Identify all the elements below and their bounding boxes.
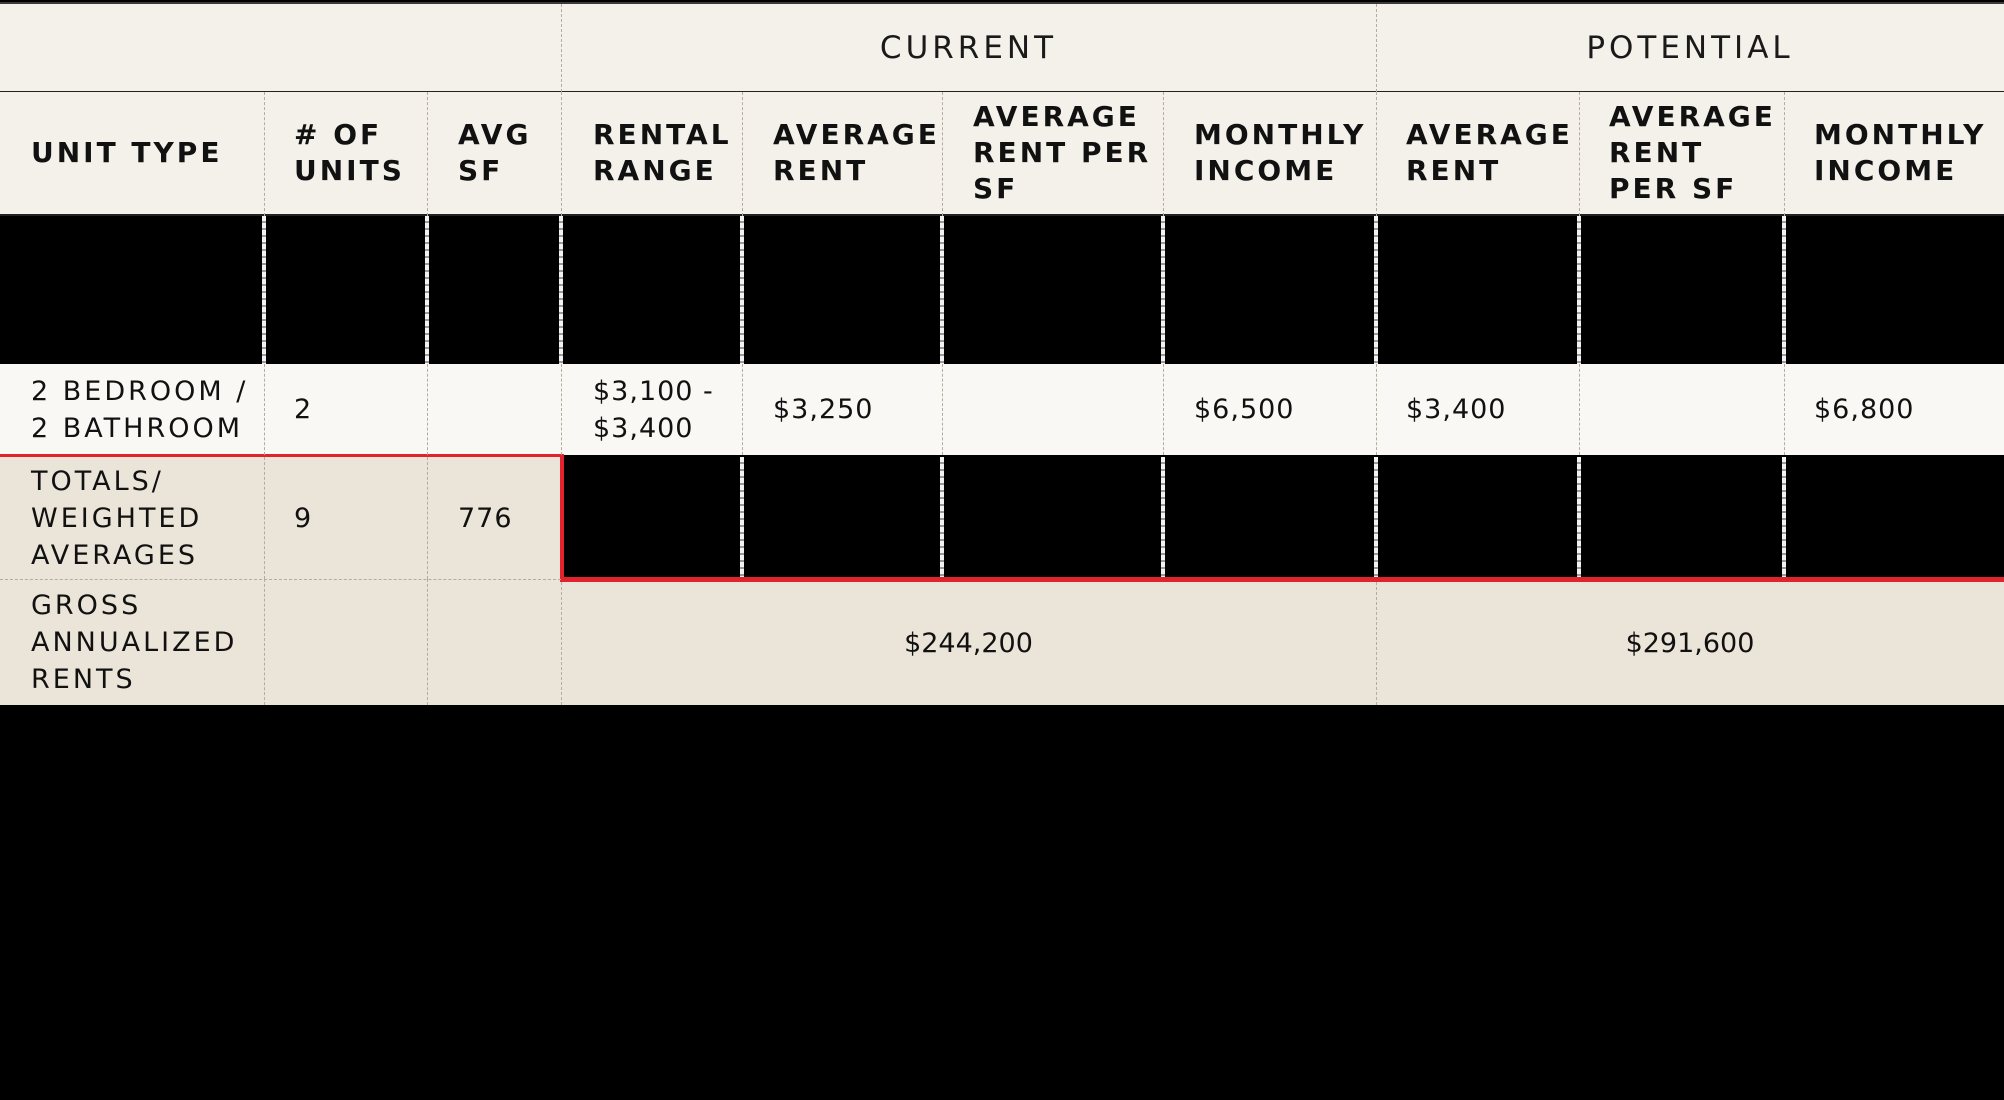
totals-row bbox=[0, 455, 561, 579]
header-potential-average-rent: AVERAGE RENT bbox=[1406, 118, 1573, 187]
header-unit-type: UNIT TYPE bbox=[31, 136, 223, 169]
column-divider bbox=[1577, 216, 1581, 364]
column-divider bbox=[1782, 457, 1786, 577]
column-divider bbox=[1784, 92, 1785, 216]
column-divider bbox=[742, 92, 743, 216]
row-rental-range: $3,100 - $3,400 bbox=[593, 375, 714, 444]
current-group-label: CURRENT bbox=[879, 29, 1058, 66]
header-potential-monthly-income: MONTHLY INCOME bbox=[1814, 118, 1987, 187]
column-divider bbox=[1784, 364, 1785, 455]
gross-annualized-row bbox=[0, 579, 2004, 705]
gross-current-value: $244,200 bbox=[904, 628, 1033, 659]
column-divider bbox=[561, 92, 562, 216]
table-top-rule bbox=[0, 2, 2004, 4]
column-divider bbox=[940, 457, 944, 577]
totals-label: TOTALS/ WEIGHTED AVERAGES bbox=[31, 465, 203, 571]
column-divider bbox=[427, 92, 428, 216]
column-divider bbox=[1579, 92, 1580, 216]
column-divider bbox=[559, 216, 563, 364]
header-num-units: # OF UNITS bbox=[294, 118, 405, 187]
column-divider bbox=[427, 579, 428, 705]
column-divider bbox=[740, 216, 744, 364]
column-divider bbox=[561, 364, 562, 455]
row-current-average-rent-per-sf bbox=[942, 364, 1163, 455]
column-divider bbox=[1374, 457, 1378, 577]
column-divider bbox=[1782, 216, 1786, 364]
column-divider bbox=[742, 364, 743, 455]
column-divider bbox=[262, 216, 266, 364]
column-divider bbox=[1376, 4, 1377, 92]
column-divider bbox=[1374, 216, 1378, 364]
column-divider bbox=[561, 582, 562, 705]
totals-num-units: 9 bbox=[294, 502, 313, 534]
column-divider bbox=[1376, 582, 1377, 705]
column-divider bbox=[264, 92, 265, 216]
totals-accent-rule bbox=[560, 577, 2004, 582]
totals-accent-rule bbox=[0, 454, 563, 457]
column-divider bbox=[1161, 216, 1165, 364]
column-divider bbox=[1579, 364, 1580, 455]
column-divider bbox=[1376, 364, 1377, 455]
column-divider bbox=[264, 364, 265, 455]
table-row bbox=[0, 364, 2004, 455]
column-divider bbox=[940, 216, 944, 364]
row-unit-type: 2 BEDROOM / 2 BATHROOM bbox=[31, 375, 249, 444]
column-divider bbox=[427, 364, 428, 455]
row-divider bbox=[0, 579, 561, 580]
header-current-average-rent: AVERAGE RENT bbox=[773, 118, 940, 187]
totals-accent-rule bbox=[560, 454, 564, 582]
totals-avg-sf: 776 bbox=[458, 502, 513, 534]
header-current-average-rent-per-sf: AVERAGE RENT PER SF bbox=[973, 100, 1152, 205]
row-current-monthly-income: $6,500 bbox=[1194, 394, 1295, 425]
column-divider bbox=[942, 364, 943, 455]
column-divider bbox=[1577, 457, 1581, 577]
column-divider bbox=[1163, 92, 1164, 216]
column-divider bbox=[740, 457, 744, 577]
group-header-row bbox=[0, 4, 2004, 93]
rent-roll-table: CURRENT POTENTIAL UNIT TYPE # OF UNITS A… bbox=[0, 2, 2004, 705]
row-potential-monthly-income: $6,800 bbox=[1814, 394, 1915, 425]
row-avg-sf bbox=[427, 364, 561, 455]
column-divider bbox=[425, 216, 429, 364]
row-current-average-rent: $3,250 bbox=[773, 394, 874, 425]
gross-potential-value: $291,600 bbox=[1625, 628, 1755, 659]
column-divider bbox=[1161, 457, 1165, 577]
row-num-units: 2 bbox=[294, 394, 313, 425]
column-divider bbox=[561, 4, 562, 92]
potential-group-label: POTENTIAL bbox=[1586, 29, 1794, 66]
header-avg-sf: AVG SF bbox=[458, 118, 532, 187]
column-divider bbox=[942, 92, 943, 216]
gross-label: GROSS ANNUALIZED RENTS bbox=[31, 590, 238, 695]
header-rental-range: RENTAL RANGE bbox=[593, 118, 732, 187]
column-divider bbox=[1163, 364, 1164, 455]
row-potential-average-rent-per-sf bbox=[1579, 364, 1784, 455]
column-divider bbox=[427, 457, 428, 579]
column-divider bbox=[1376, 92, 1377, 216]
header-potential-average-rent-per-sf: AVERAGE RENT PER SF bbox=[1609, 100, 1776, 205]
column-divider bbox=[264, 457, 265, 579]
header-current-monthly-income: MONTHLY INCOME bbox=[1194, 118, 1367, 187]
column-header-row bbox=[0, 92, 2004, 216]
column-divider bbox=[264, 579, 265, 705]
row-potential-average-rent: $3,400 bbox=[1406, 394, 1507, 425]
